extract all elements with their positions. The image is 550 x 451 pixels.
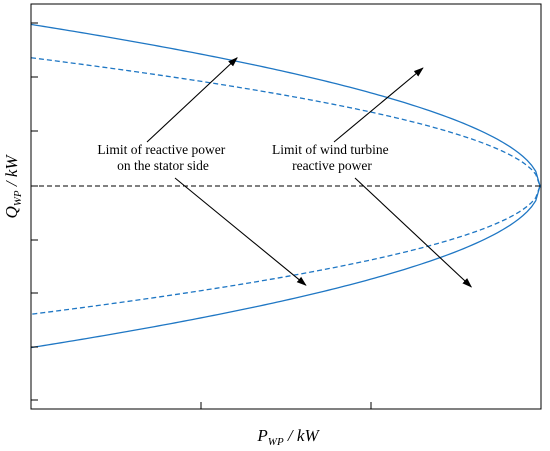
stator-limit-curve	[30, 57, 541, 315]
annotation-arrow	[333, 67, 424, 143]
y-axis-label: QWP / kW	[2, 154, 24, 219]
annotation-arrow	[354, 177, 473, 288]
tick-marks	[31, 22, 372, 409]
annotation-arrow	[146, 57, 238, 143]
plot-frame	[30, 3, 542, 410]
annotations-group	[146, 57, 473, 288]
curves-group	[30, 23, 541, 349]
annotation-stator-limit: Limit of reactive power on the stator si…	[97, 142, 228, 173]
annotation-turbine-limit: Limit of wind turbine reactive power	[272, 142, 392, 173]
annotation-arrow	[174, 177, 307, 286]
x-axis-label: PWP / kW	[256, 426, 320, 448]
